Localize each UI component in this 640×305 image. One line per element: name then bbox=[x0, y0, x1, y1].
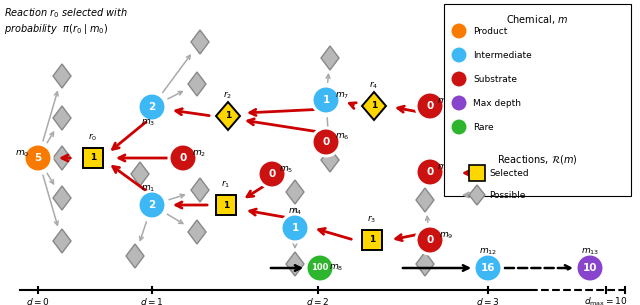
Text: 1: 1 bbox=[223, 200, 229, 210]
Polygon shape bbox=[286, 180, 304, 204]
FancyBboxPatch shape bbox=[469, 165, 485, 181]
Polygon shape bbox=[191, 30, 209, 54]
Text: Reaction $r_0$ selected with
probability  $\pi(r_0 \mid m_0)$: Reaction $r_0$ selected with probability… bbox=[4, 6, 128, 36]
Text: Chemical, $m$: Chemical, $m$ bbox=[506, 13, 568, 26]
Polygon shape bbox=[362, 92, 386, 120]
Circle shape bbox=[281, 214, 309, 242]
Text: Product: Product bbox=[473, 27, 508, 35]
Text: $r_{1}$: $r_{1}$ bbox=[221, 178, 230, 190]
Text: 10: 10 bbox=[583, 263, 597, 273]
Polygon shape bbox=[53, 146, 71, 170]
Polygon shape bbox=[191, 178, 209, 202]
Text: $m_{11}$: $m_{11}$ bbox=[437, 97, 455, 107]
Polygon shape bbox=[321, 46, 339, 70]
Polygon shape bbox=[53, 64, 71, 88]
Text: 1: 1 bbox=[291, 223, 299, 233]
Text: Max depth: Max depth bbox=[473, 99, 521, 107]
Text: 2: 2 bbox=[148, 102, 156, 112]
Circle shape bbox=[169, 144, 197, 172]
Text: 0: 0 bbox=[179, 153, 187, 163]
Text: $d = 1$: $d = 1$ bbox=[140, 296, 164, 305]
Text: 0: 0 bbox=[268, 169, 276, 179]
Text: Possible: Possible bbox=[489, 191, 525, 199]
Polygon shape bbox=[126, 244, 144, 268]
Text: Reactions, $\mathcal{R}(m)$: Reactions, $\mathcal{R}(m)$ bbox=[497, 153, 578, 166]
Text: $d = 3$: $d = 3$ bbox=[476, 296, 500, 305]
Text: $m_2$: $m_2$ bbox=[192, 149, 206, 159]
Circle shape bbox=[416, 226, 444, 254]
Text: 100: 100 bbox=[311, 264, 329, 272]
Circle shape bbox=[312, 128, 340, 156]
Circle shape bbox=[450, 22, 468, 40]
Circle shape bbox=[416, 92, 444, 120]
Text: $m_6$: $m_6$ bbox=[335, 132, 349, 142]
Polygon shape bbox=[416, 252, 434, 276]
Text: 0: 0 bbox=[323, 137, 330, 147]
Text: $m_{13}$: $m_{13}$ bbox=[581, 247, 599, 257]
Circle shape bbox=[450, 94, 468, 112]
Circle shape bbox=[138, 191, 166, 219]
Text: 1: 1 bbox=[225, 112, 231, 120]
Polygon shape bbox=[286, 252, 304, 276]
Polygon shape bbox=[321, 148, 339, 172]
Text: $m_3$: $m_3$ bbox=[141, 118, 155, 128]
Polygon shape bbox=[188, 72, 206, 96]
Text: $r_{0}$: $r_{0}$ bbox=[88, 131, 98, 143]
Text: $m_9$: $m_9$ bbox=[439, 231, 453, 241]
FancyBboxPatch shape bbox=[444, 4, 631, 196]
Text: Substrate: Substrate bbox=[473, 74, 517, 84]
Text: $r_{2}$: $r_{2}$ bbox=[223, 89, 232, 101]
Text: $m_7$: $m_7$ bbox=[335, 91, 349, 101]
Circle shape bbox=[312, 86, 340, 114]
Text: 1: 1 bbox=[323, 95, 330, 105]
Polygon shape bbox=[416, 188, 434, 212]
Circle shape bbox=[138, 93, 166, 121]
Circle shape bbox=[416, 158, 444, 186]
FancyBboxPatch shape bbox=[216, 195, 236, 215]
Circle shape bbox=[474, 254, 502, 282]
Polygon shape bbox=[131, 162, 149, 186]
Text: 1: 1 bbox=[90, 153, 96, 163]
FancyBboxPatch shape bbox=[83, 148, 103, 168]
Text: 16: 16 bbox=[481, 263, 495, 273]
FancyBboxPatch shape bbox=[362, 230, 382, 250]
Polygon shape bbox=[53, 229, 71, 253]
Circle shape bbox=[450, 70, 468, 88]
Text: $r_{4}$: $r_{4}$ bbox=[369, 80, 379, 91]
Text: $m_{10}$: $m_{10}$ bbox=[437, 163, 455, 173]
Text: Rare: Rare bbox=[473, 123, 493, 131]
Text: $d = 0$: $d = 0$ bbox=[26, 296, 50, 305]
Text: 5: 5 bbox=[35, 153, 42, 163]
Text: $m_1$: $m_1$ bbox=[141, 184, 155, 194]
Text: Selected: Selected bbox=[489, 168, 529, 178]
Text: $d = 2$: $d = 2$ bbox=[306, 296, 330, 305]
Polygon shape bbox=[188, 220, 206, 244]
Text: $r_{3}$: $r_{3}$ bbox=[367, 214, 376, 225]
Text: $m_8$: $m_8$ bbox=[329, 263, 343, 273]
Text: 1: 1 bbox=[371, 102, 377, 110]
Circle shape bbox=[450, 46, 468, 64]
Text: Intermediate: Intermediate bbox=[473, 51, 532, 59]
Text: $m_0$: $m_0$ bbox=[15, 149, 29, 159]
Text: $m_4$: $m_4$ bbox=[288, 207, 302, 217]
Text: $d_{\max} = 10$: $d_{\max} = 10$ bbox=[584, 296, 628, 305]
Polygon shape bbox=[53, 106, 71, 130]
Circle shape bbox=[306, 254, 334, 282]
Text: 2: 2 bbox=[148, 200, 156, 210]
Circle shape bbox=[576, 254, 604, 282]
Text: 1: 1 bbox=[369, 235, 375, 245]
Polygon shape bbox=[469, 185, 485, 205]
Circle shape bbox=[450, 118, 468, 136]
Circle shape bbox=[24, 144, 52, 172]
Text: 0: 0 bbox=[426, 167, 434, 177]
Polygon shape bbox=[53, 186, 71, 210]
Polygon shape bbox=[216, 102, 240, 130]
Text: 0: 0 bbox=[426, 235, 434, 245]
Text: $m_5$: $m_5$ bbox=[279, 165, 293, 175]
Circle shape bbox=[258, 160, 286, 188]
Text: 0: 0 bbox=[426, 101, 434, 111]
Text: $m_{12}$: $m_{12}$ bbox=[479, 247, 497, 257]
